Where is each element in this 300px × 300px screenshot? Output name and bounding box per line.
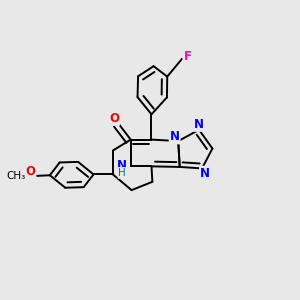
Text: N: N [200,167,210,180]
Text: O: O [26,165,35,178]
Text: O: O [109,112,119,125]
Text: N: N [194,118,204,131]
Text: H: H [118,168,126,178]
Text: F: F [183,50,191,63]
Text: N: N [170,130,180,143]
Text: CH₃: CH₃ [7,171,26,181]
Text: N: N [117,159,128,172]
